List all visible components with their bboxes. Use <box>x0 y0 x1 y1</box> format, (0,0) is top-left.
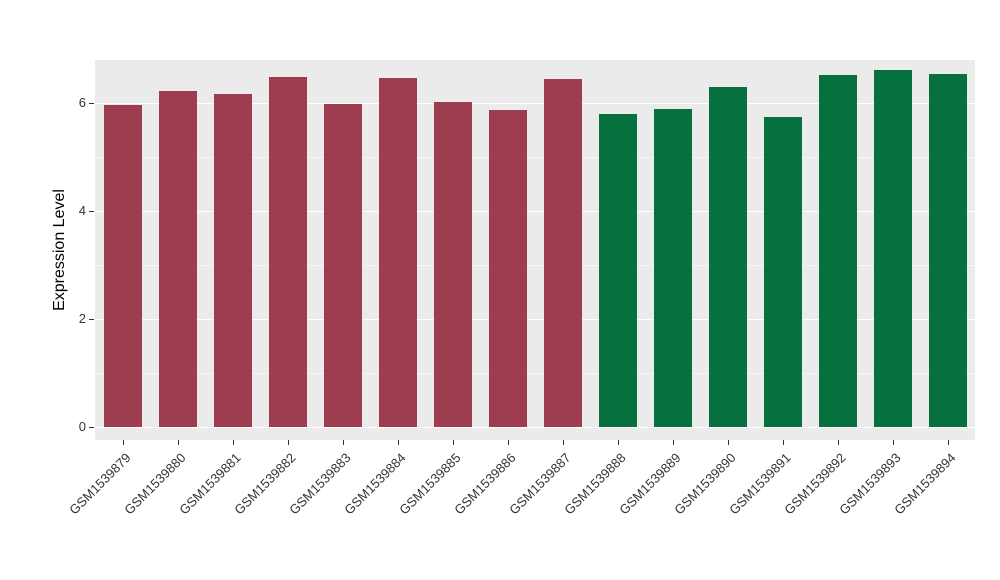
y-tick-label: 2 <box>78 311 86 326</box>
y-tick-mark <box>89 427 94 428</box>
y-tick-label: 6 <box>78 95 86 110</box>
bar-GSM1539890 <box>708 87 747 427</box>
y-tick-label: 4 <box>78 203 86 218</box>
minor-gridline <box>95 157 975 158</box>
x-tick-label-GSM1539884: GSM1539884 <box>340 450 409 518</box>
major-gridline <box>95 103 975 104</box>
major-gridline <box>95 427 975 428</box>
minor-gridline <box>95 265 975 266</box>
x-tick-label-GSM1539894: GSM1539894 <box>890 450 959 518</box>
x-tick-mark <box>727 440 729 445</box>
x-tick-label-GSM1539885: GSM1539885 <box>395 450 464 518</box>
bar-GSM1539892 <box>818 75 857 427</box>
x-tick-label-GSM1539891: GSM1539891 <box>725 450 794 518</box>
x-tick-label-GSM1539890: GSM1539890 <box>670 450 739 518</box>
y-tick-mark <box>89 211 94 212</box>
x-tick-label-GSM1539881: GSM1539881 <box>175 450 244 518</box>
bar-GSM1539894 <box>928 73 967 427</box>
bar-GSM1539893 <box>873 70 912 427</box>
x-tick-label-GSM1539879: GSM1539879 <box>65 450 134 518</box>
plot-panel <box>95 60 975 440</box>
x-tick-mark <box>947 440 949 445</box>
x-tick-label-GSM1539886: GSM1539886 <box>450 450 519 518</box>
bar-GSM1539884 <box>378 78 417 427</box>
bar-GSM1539885 <box>433 101 472 427</box>
bar-GSM1539883 <box>323 104 362 427</box>
x-tick-label-GSM1539893: GSM1539893 <box>835 450 904 518</box>
x-tick-label-GSM1539892: GSM1539892 <box>780 450 849 518</box>
y-tick-mark <box>89 319 94 320</box>
bar-GSM1539891 <box>763 117 802 427</box>
x-tick-mark <box>452 440 454 445</box>
x-tick-mark <box>892 440 894 445</box>
bar-GSM1539888 <box>598 113 637 427</box>
x-tick-mark <box>232 440 234 445</box>
x-tick-mark <box>837 440 839 445</box>
bar-GSM1539880 <box>158 91 197 427</box>
x-tick-mark <box>782 440 784 445</box>
bar-GSM1539887 <box>543 79 582 427</box>
x-tick-label-GSM1539888: GSM1539888 <box>560 450 629 518</box>
bar-GSM1539886 <box>488 110 527 427</box>
x-tick-mark <box>562 440 564 445</box>
x-tick-label-GSM1539880: GSM1539880 <box>120 450 189 518</box>
x-tick-mark <box>122 440 124 445</box>
x-tick-label-GSM1539882: GSM1539882 <box>230 450 299 518</box>
x-tick-mark <box>617 440 619 445</box>
x-tick-mark <box>507 440 509 445</box>
major-gridline <box>95 319 975 320</box>
x-tick-label-GSM1539883: GSM1539883 <box>285 450 354 518</box>
bar-GSM1539881 <box>213 93 252 427</box>
x-tick-mark <box>397 440 399 445</box>
y-tick-label: 0 <box>78 419 86 434</box>
major-gridline <box>95 211 975 212</box>
y-tick-mark <box>89 103 94 104</box>
bar-GSM1539889 <box>653 108 692 427</box>
x-tick-mark <box>177 440 179 445</box>
bar-GSM1539879 <box>103 104 142 427</box>
minor-gridline <box>95 373 975 374</box>
x-tick-mark <box>342 440 344 445</box>
x-tick-label-GSM1539889: GSM1539889 <box>615 450 684 518</box>
x-tick-mark <box>672 440 674 445</box>
x-tick-mark <box>287 440 289 445</box>
x-tick-label-GSM1539887: GSM1539887 <box>505 450 574 518</box>
bar-GSM1539882 <box>268 77 307 427</box>
